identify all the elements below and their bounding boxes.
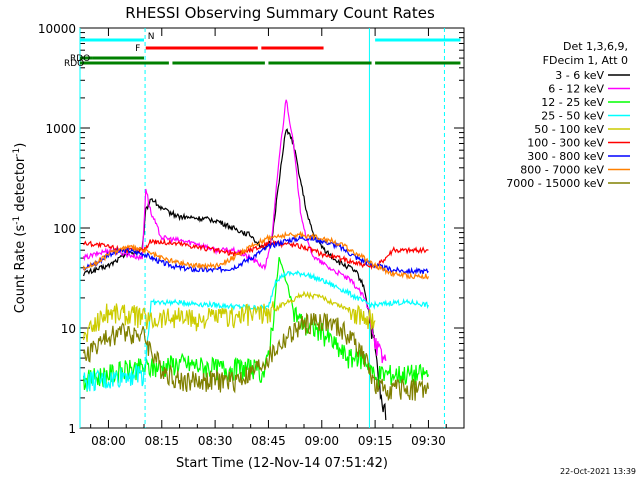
y-tick-label: 1000 xyxy=(45,122,76,136)
axis-ticks xyxy=(80,27,464,429)
series-line xyxy=(83,269,429,392)
legend-entry-label: 100 - 300 keV xyxy=(527,137,604,150)
flag-label: RDO xyxy=(70,54,90,64)
legend-entry-label: 50 - 100 keV xyxy=(534,123,604,136)
y-tick-label: 1 xyxy=(68,422,76,436)
legend-entry-label: 6 - 12 keV xyxy=(548,83,604,96)
legend-entry-label: 7000 - 15000 keV xyxy=(506,177,604,190)
x-tick-label: 09:00 xyxy=(304,434,339,448)
x-tick-label: 08:30 xyxy=(198,434,233,448)
legend-entry-label: 25 - 50 keV xyxy=(541,110,604,123)
x-tick-label: 08:45 xyxy=(251,434,286,448)
legend: Det 1,3,6,9, FDecim 1, Att 0 3 - 6 keV6 … xyxy=(506,40,630,190)
y-tick-label: 10 xyxy=(61,322,76,336)
x-tick-labels: 08:00 08:15 08:30 08:45 09:00 09:15 09:30 xyxy=(91,434,446,448)
x-axis-label: Start Time (12-Nov-14 07:51:42) xyxy=(176,456,388,471)
legend-header-line-2: FDecim 1, Att 0 xyxy=(543,54,628,67)
series-line xyxy=(83,290,376,343)
y-tick-label: 100 xyxy=(53,222,76,236)
legend-header-line-1: Det 1,3,6,9, xyxy=(563,40,628,53)
y-axis-label-tail: detector xyxy=(13,156,28,216)
y-axis-label-exponent-2: -1 xyxy=(12,148,22,157)
x-tick-label: 09:30 xyxy=(411,434,446,448)
x-tick-label: 08:00 xyxy=(91,434,126,448)
chart-title: RHESSI Observing Summary Count Rates xyxy=(125,4,435,22)
y-axis-label-close: ) xyxy=(13,143,28,148)
y-tick-labels: 1 10 100 1000 10000 xyxy=(38,22,76,436)
vertical-markers xyxy=(79,28,445,428)
x-tick-label: 09:15 xyxy=(358,434,393,448)
legend-entry-label: 300 - 800 keV xyxy=(527,150,604,163)
series-line xyxy=(83,312,429,402)
y-tick-label: 10000 xyxy=(38,22,76,36)
render-timestamp: 22-Oct-2021 13:39 xyxy=(560,467,636,476)
legend-entry-label: 12 - 25 keV xyxy=(541,96,604,109)
series-line xyxy=(83,230,429,280)
flag-label: N xyxy=(148,32,155,42)
legend-entry-label: 800 - 7000 keV xyxy=(520,164,604,177)
series-lines xyxy=(83,99,429,421)
y-axis-label: Count Rate (s-1 detector-1) xyxy=(12,143,28,314)
flag-label: F xyxy=(135,44,140,54)
legend-entry-label: 3 - 6 keV xyxy=(555,69,604,82)
y-axis-label-exponent: -1 xyxy=(12,216,22,225)
series-line xyxy=(83,234,429,276)
x-tick-label: 08:15 xyxy=(144,434,179,448)
y-axis-label-main: Count Rate (s xyxy=(13,225,28,314)
flag-label: RDO xyxy=(64,59,84,69)
